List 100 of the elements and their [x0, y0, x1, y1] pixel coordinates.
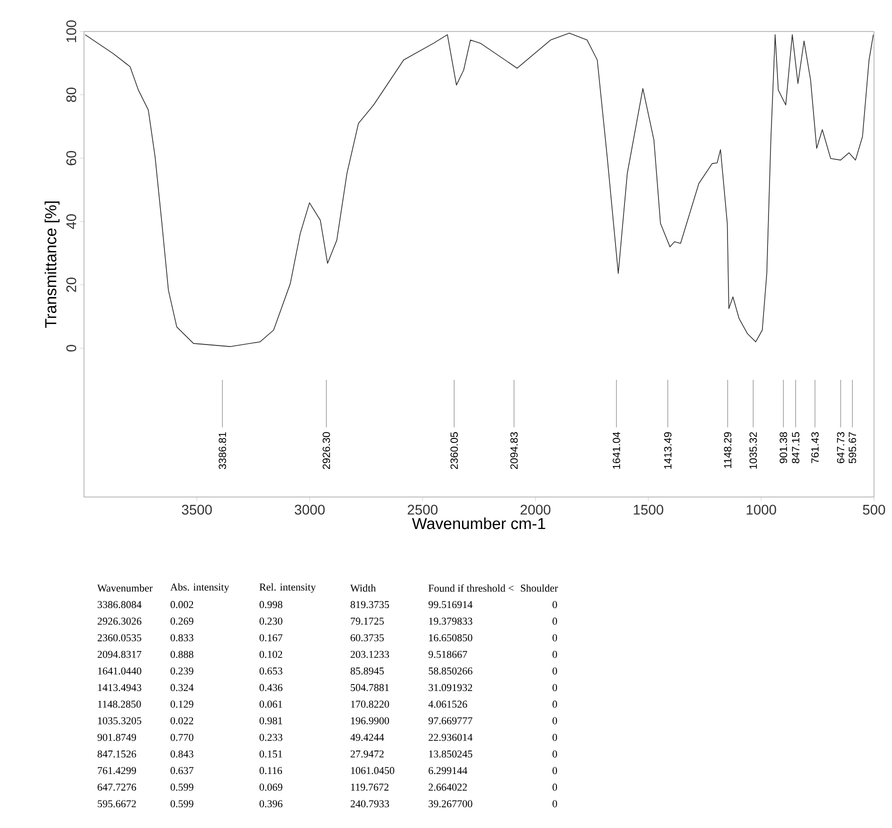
x-tick-label: 1000 [746, 504, 776, 515]
text: 0 [552, 684, 558, 692]
text: 0.599 [170, 800, 194, 808]
text: 97.669777 [428, 717, 472, 724]
text: 19.379833 [429, 618, 472, 625]
x-tick-label: 3000 [294, 504, 325, 515]
text: 0.269 [170, 618, 194, 625]
text: Found if threshold < [428, 584, 514, 592]
text: 31.091932 [428, 684, 472, 692]
text: 0 [552, 800, 558, 808]
text: 13.850245 [429, 750, 472, 758]
text: 0.116 [260, 767, 282, 774]
text: 0.888 [170, 650, 194, 658]
ref-line-label: 1035.32 [749, 432, 757, 469]
text: 0.022 [170, 717, 194, 724]
text: 2926.3026 [98, 618, 142, 625]
ref-line-label: 847.15 [792, 432, 800, 464]
text: 0.230 [260, 618, 282, 625]
text: 0 [552, 767, 558, 774]
y-tick-label: 40 [66, 214, 76, 229]
text: 85.8945 [350, 667, 384, 675]
text: 196.9900 [351, 717, 390, 724]
ref-line-label: 901.38 [780, 432, 788, 464]
text: 1061.0450 [351, 767, 394, 774]
text: 0.981 [260, 717, 282, 724]
text: 0.167 [260, 634, 282, 642]
text: 0 [552, 650, 558, 658]
text: 0 [552, 750, 558, 758]
text: 0.151 [260, 750, 282, 758]
x-axis-title: Wavenumber cm-1 [412, 517, 546, 530]
text: 504.7881 [350, 684, 389, 692]
text: 0 [552, 734, 558, 741]
text: 49.4244 [350, 734, 384, 741]
text: 240.7933 [350, 800, 390, 808]
text: Width [350, 584, 376, 592]
text: 16.650850 [429, 634, 472, 642]
ref-line-label: 3386.81 [218, 432, 226, 470]
x-tick-label: 2500 [408, 504, 438, 515]
y-tick-label: 60 [66, 150, 76, 166]
text: Wavenumber [97, 584, 153, 592]
text: Abs. intensity [170, 583, 230, 593]
y-tick-label: 0 [66, 344, 76, 352]
text: 761.4299 [98, 767, 136, 774]
ref-line-label: 761.43 [811, 432, 819, 464]
text: 819.3735 [350, 601, 390, 608]
text: 847.1526 [98, 750, 136, 758]
y-tick-label: 20 [66, 278, 76, 292]
y-tick-label: 80 [66, 88, 76, 102]
text: 4.061526 [428, 700, 468, 708]
text: 203.1233 [350, 650, 390, 658]
text: 647.7276 [98, 784, 136, 791]
ref-line-label: 2360.05 [450, 432, 458, 469]
text: 1148.2850 [98, 700, 141, 708]
text: 0.069 [260, 784, 282, 791]
text: 0 [552, 700, 558, 708]
text: 0.239 [170, 667, 194, 675]
text: 0 [552, 601, 558, 608]
text: 0 [552, 667, 558, 675]
text: 58.850266 [428, 667, 472, 675]
text: 0.233 [260, 734, 282, 741]
text: 0.061 [260, 700, 282, 708]
text: 170.8220 [351, 700, 390, 708]
text: 595.6672 [98, 800, 136, 808]
text: 0.770 [170, 734, 194, 741]
text: 1413.4943 [98, 684, 142, 692]
y-tick-label: 100 [66, 20, 76, 42]
text: 1035.3205 [98, 717, 142, 724]
ref-line-label: 1148.29 [724, 432, 732, 468]
text: 0.129 [170, 700, 194, 708]
text: 0.843 [170, 750, 194, 758]
text: 27.9472 [350, 750, 384, 758]
text: 0.833 [170, 634, 194, 642]
text: Rel. intensity [260, 583, 316, 593]
x-tick-label: 3500 [182, 504, 212, 515]
x-tick-label: 2000 [520, 504, 550, 515]
ref-line-label: 2094.83 [510, 432, 518, 469]
text: 6.299144 [428, 767, 468, 774]
ref-line-label: 1413.49 [664, 432, 672, 469]
ref-line-label: 647.73 [836, 432, 844, 464]
text: 22.936014 [428, 734, 472, 741]
text: 0.599 [170, 784, 194, 791]
text: 2.664022 [428, 784, 467, 791]
text: 0.653 [260, 667, 282, 675]
ref-line-label: 2926.30 [322, 432, 330, 469]
text: 0 [552, 634, 558, 642]
text: 99.516914 [428, 601, 472, 608]
text: 2094.8317 [98, 650, 142, 658]
x-tick-label: 1500 [634, 504, 664, 515]
text: 0.002 [170, 601, 194, 608]
text: 0 [552, 618, 558, 625]
y-axis-title: Transmittance [%] [44, 201, 60, 328]
text: 2360.0535 [98, 634, 142, 642]
text: 0.436 [260, 684, 282, 692]
x-tick-label: 500 [862, 504, 886, 515]
text: 60.3735 [350, 634, 384, 642]
text: 39.267700 [428, 800, 472, 808]
text: 0.396 [260, 800, 282, 808]
text: 0 [552, 784, 558, 791]
text: 9.518667 [428, 650, 468, 658]
ref-line-label: 595.67 [848, 432, 856, 464]
